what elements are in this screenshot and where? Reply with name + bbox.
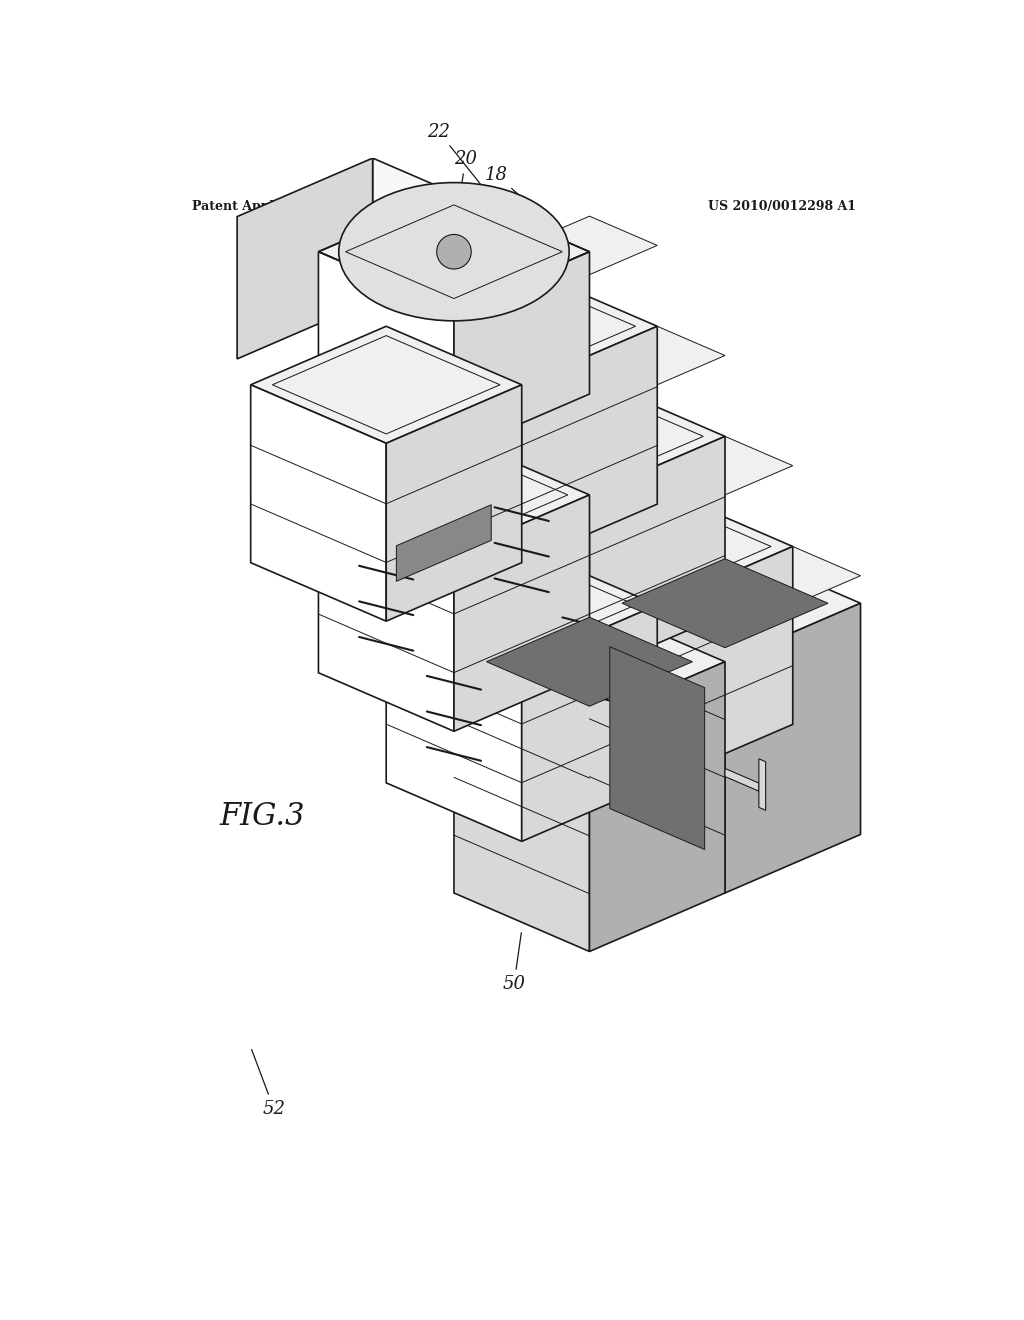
- Polygon shape: [318, 193, 590, 310]
- Text: 52: 52: [252, 1049, 286, 1118]
- Polygon shape: [759, 759, 766, 810]
- Polygon shape: [590, 661, 725, 952]
- Text: FIG.3: FIG.3: [219, 801, 304, 832]
- Polygon shape: [386, 546, 657, 664]
- Text: 14: 14: [628, 587, 676, 656]
- Polygon shape: [622, 558, 828, 648]
- Polygon shape: [454, 495, 590, 731]
- Text: 24: 24: [524, 302, 548, 319]
- Text: Jan. 21, 2010  Sheet 3 of 11: Jan. 21, 2010 Sheet 3 of 11: [341, 201, 536, 214]
- Polygon shape: [386, 326, 725, 473]
- Polygon shape: [725, 768, 759, 791]
- Polygon shape: [386, 385, 521, 622]
- Polygon shape: [521, 488, 793, 605]
- Polygon shape: [454, 603, 725, 721]
- Text: 22: 22: [427, 123, 493, 199]
- Text: 28: 28: [620, 799, 697, 845]
- Polygon shape: [386, 326, 521, 562]
- Polygon shape: [318, 437, 590, 553]
- Polygon shape: [454, 437, 793, 582]
- Polygon shape: [396, 504, 492, 581]
- Text: 26: 26: [589, 874, 637, 931]
- Polygon shape: [386, 268, 657, 385]
- Polygon shape: [590, 437, 725, 673]
- Polygon shape: [610, 647, 705, 850]
- Polygon shape: [386, 605, 521, 841]
- Polygon shape: [454, 378, 725, 495]
- Polygon shape: [251, 326, 521, 444]
- Polygon shape: [318, 216, 657, 363]
- Polygon shape: [590, 545, 860, 661]
- Polygon shape: [238, 158, 373, 359]
- Polygon shape: [454, 661, 590, 952]
- Text: 32: 32: [344, 180, 412, 244]
- Circle shape: [436, 235, 471, 269]
- Text: 16: 16: [524, 717, 599, 751]
- Polygon shape: [521, 546, 860, 693]
- Polygon shape: [454, 252, 590, 453]
- Polygon shape: [318, 495, 454, 731]
- Text: 50: 50: [503, 933, 525, 993]
- Polygon shape: [454, 437, 590, 673]
- Polygon shape: [590, 603, 725, 892]
- Polygon shape: [521, 605, 657, 841]
- Polygon shape: [486, 618, 692, 706]
- Polygon shape: [373, 158, 454, 335]
- Polygon shape: [521, 546, 657, 783]
- Text: 18: 18: [484, 166, 560, 232]
- Polygon shape: [521, 326, 657, 562]
- Polygon shape: [251, 385, 386, 622]
- Polygon shape: [318, 252, 454, 453]
- Ellipse shape: [339, 182, 569, 321]
- Text: 20: 20: [454, 150, 477, 207]
- Text: US 2010/0012298 A1: US 2010/0012298 A1: [708, 201, 856, 214]
- Text: Patent Application Publication: Patent Application Publication: [193, 201, 408, 214]
- Polygon shape: [657, 546, 793, 783]
- Polygon shape: [725, 603, 860, 892]
